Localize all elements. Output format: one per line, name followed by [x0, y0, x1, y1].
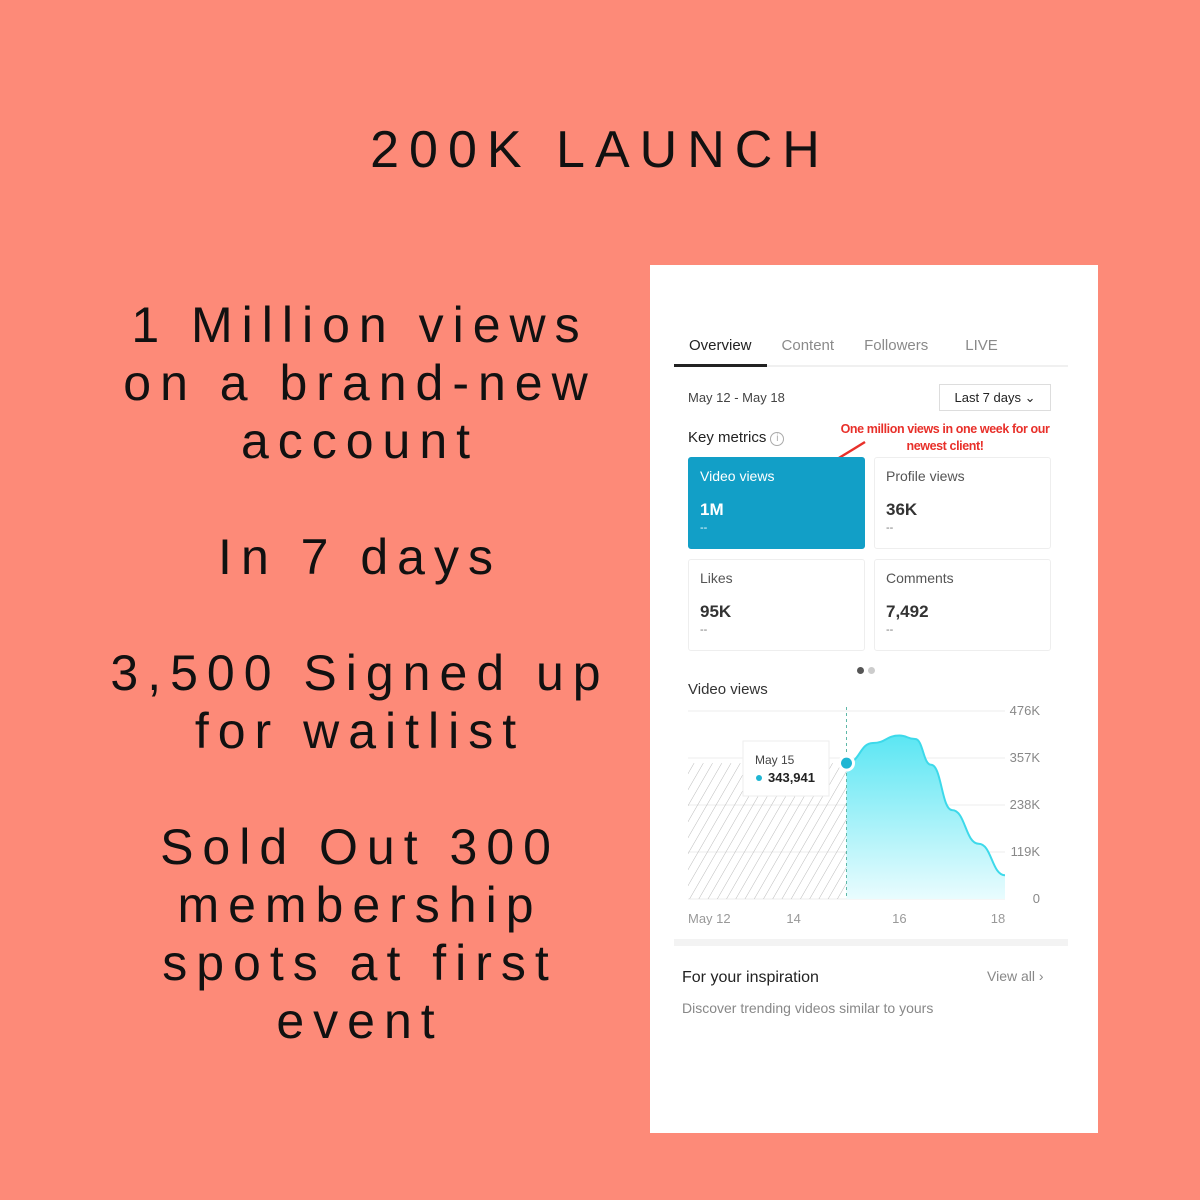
area-fill: [846, 735, 1005, 899]
tooltip-box: [742, 740, 830, 797]
metric-video-views[interactable]: Video views 1M --: [688, 457, 865, 549]
x-tick-label: 14: [786, 911, 800, 925]
view-all-link[interactable]: View all ›: [987, 968, 1044, 984]
metric-value: 1M: [700, 500, 724, 519]
video-views-chart: 476K 357K 238K 119K 0 May 15 343,941 May 12 14 16…: [688, 703, 1041, 925]
x-tick-label: 16: [892, 911, 906, 925]
view-all-label: View all: [987, 968, 1035, 984]
tooltip-date: May 15: [755, 753, 795, 767]
left-text: 1 Million views on a brand-new account I…: [100, 296, 620, 1108]
metric-profile-views[interactable]: Profile views 36K --: [874, 457, 1051, 549]
tooltip-dot: [756, 775, 762, 781]
metric-delta: --: [886, 624, 894, 636]
tab-content[interactable]: Content: [781, 337, 835, 354]
key-metrics-label: Key metrics: [688, 429, 767, 446]
date-range: May 12 - May 18: [688, 390, 785, 405]
y-tick-label: 357K: [1010, 750, 1041, 765]
metric-delta: --: [700, 624, 708, 636]
tooltip-value: 343,941: [768, 770, 815, 785]
metric-value: 7,492: [886, 602, 929, 621]
key-metrics-heading: Key metrics i: [688, 429, 785, 446]
metric-label: Video views: [700, 468, 775, 484]
chevron-right-icon: ›: [1038, 968, 1044, 984]
tab-overview[interactable]: Overview: [674, 335, 767, 367]
y-tick-label: 238K: [1010, 797, 1041, 812]
metric-delta: --: [886, 522, 894, 534]
x-tick-label: May 12: [688, 911, 731, 925]
page-dots[interactable]: [857, 661, 879, 679]
annotation-text: One million views in one week for our ne…: [840, 422, 1050, 453]
headline: 200K LAUNCH: [370, 121, 830, 179]
tab-live[interactable]: LIVE: [965, 337, 998, 354]
y-tick-label: 0: [1033, 891, 1040, 906]
divider: [674, 939, 1068, 946]
series-line: [846, 734, 1006, 877]
metric-label: Profile views: [886, 468, 965, 484]
metric-comments[interactable]: Comments 7,492 --: [874, 559, 1051, 651]
analytics-screenshot: Overview Content Followers LIVE May 12 -…: [650, 265, 1098, 1133]
metric-label: Likes: [700, 570, 733, 586]
inspiration-title: For your inspiration: [682, 969, 819, 986]
tab-bar: Overview Content Followers LIVE: [674, 335, 1068, 367]
period-value: Last 7 days: [954, 390, 1021, 405]
metric-label: Comments: [886, 570, 954, 586]
metric-value: 95K: [700, 602, 732, 621]
chevron-down-icon: ⌄: [1024, 390, 1036, 405]
period-dropdown[interactable]: Last 7 days ⌄: [939, 384, 1051, 411]
chart-title: Video views: [688, 681, 768, 698]
tab-followers[interactable]: Followers: [864, 337, 929, 354]
stat-views: 1 Million views on a brand-new account: [123, 297, 597, 469]
metric-delta: --: [700, 522, 708, 534]
inspiration-subtitle: Discover trending videos similar to your…: [682, 1000, 934, 1016]
info-icon[interactable]: i: [770, 432, 785, 446]
x-tick-label: 18: [991, 911, 1005, 925]
stat-membership: Sold Out 300 membership spots at first e…: [160, 819, 560, 1049]
metric-likes[interactable]: Likes 95K --: [688, 559, 865, 651]
stat-days: In 7 days: [218, 529, 502, 585]
metric-value: 36K: [886, 500, 918, 519]
y-tick-label: 119K: [1011, 844, 1041, 859]
y-tick-label: 476K: [1010, 703, 1041, 718]
hover-point: [838, 754, 855, 772]
stat-waitlist: 3,500 Signed up for waitlist: [110, 645, 610, 759]
